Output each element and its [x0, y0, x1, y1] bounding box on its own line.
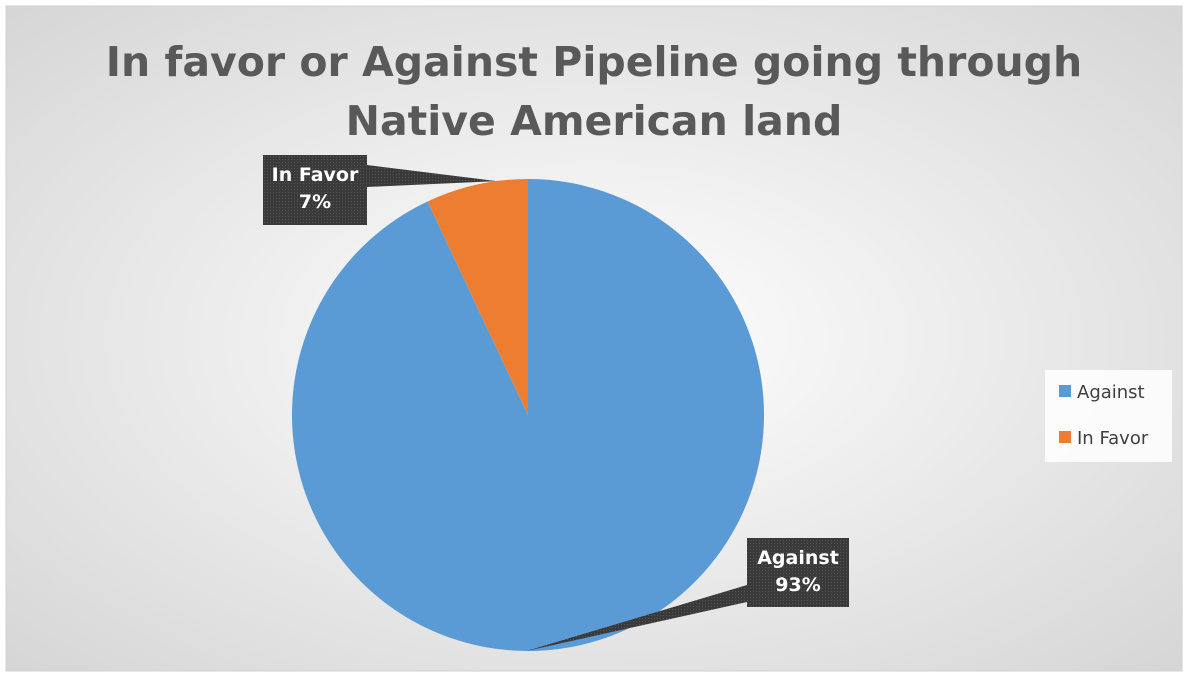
data-label-in-favor-value: 7%	[299, 191, 331, 213]
data-label-in-favor-box	[263, 155, 367, 225]
legend-label-in-favor: In Favor	[1077, 428, 1149, 449]
leader-lines	[367, 165, 747, 651]
leader-line-against	[526, 585, 747, 651]
chart-title-line-1: In favor or Against Pipeline going throu…	[106, 38, 1082, 86]
data-label-in-favor: In Favor 7%	[263, 155, 367, 225]
data-label-against-box	[747, 538, 849, 607]
data-label-in-favor-name: In Favor	[272, 164, 359, 186]
legend-swatch-in-favor	[1059, 431, 1071, 443]
data-label-against: Against 93%	[747, 538, 849, 607]
pie-slice-against	[291, 179, 764, 652]
data-label-against-value: 93%	[775, 574, 820, 596]
pie-slices	[291, 179, 764, 652]
leader-line-in-favor	[367, 165, 497, 187]
pie-slice-in-favor	[427, 179, 528, 415]
legend: Against In Favor	[1045, 370, 1172, 462]
data-label-against-name: Against	[757, 547, 839, 569]
legend-swatch-against	[1059, 385, 1071, 397]
chart-title-line-2: Native American land	[346, 97, 843, 145]
legend-label-against: Against	[1077, 382, 1145, 403]
